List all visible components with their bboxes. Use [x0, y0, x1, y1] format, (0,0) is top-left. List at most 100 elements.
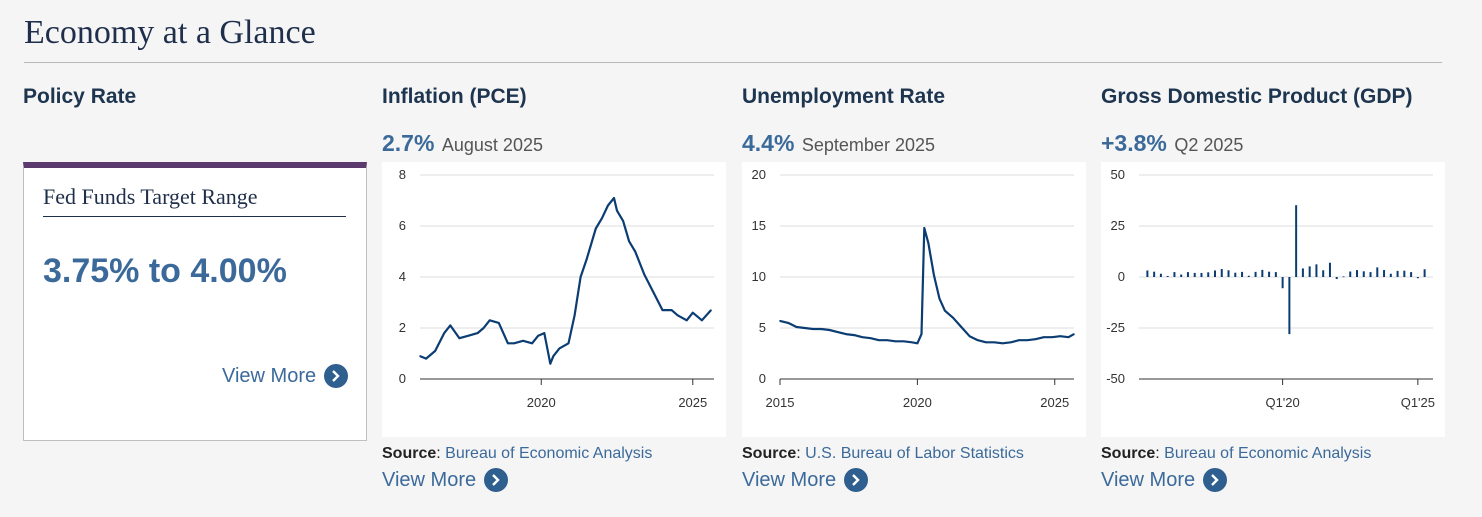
unemployment-source-link[interactable]: U.S. Bureau of Labor Statistics	[805, 445, 1024, 462]
inflation-data-point	[498, 322, 500, 324]
title-divider	[24, 62, 1442, 63]
gdp-view-more-link[interactable]: View More	[1101, 468, 1228, 492]
unemployment-data-point	[977, 339, 979, 342]
inflation-view-more-link[interactable]: View More	[382, 468, 509, 492]
gdp-bar	[1396, 270, 1399, 277]
unemployment-data-point	[944, 309, 946, 312]
unemployment-data-point	[902, 340, 905, 343]
inflation-stat: 2.7% August 2025	[382, 130, 543, 157]
inflation-data-point	[476, 332, 479, 334]
unemployment-data-point	[1042, 336, 1045, 338]
y-tick-label: 4	[399, 269, 406, 284]
unemployment-data-point	[861, 336, 864, 338]
gdp-bar	[1376, 267, 1379, 277]
y-tick-label: 8	[399, 167, 406, 182]
unemployment-series-line	[779, 226, 1075, 345]
gdp-bar	[1234, 272, 1237, 277]
unemployment-view-more-link[interactable]: View More	[742, 468, 869, 492]
gdp-bar	[1281, 277, 1284, 289]
inflation-data-point	[552, 355, 555, 357]
policy-rate-view-more-link[interactable]: View More	[222, 364, 349, 388]
gdp-bar	[1220, 269, 1223, 277]
gdp-bar	[1328, 262, 1331, 277]
y-tick-label: 20	[752, 167, 766, 182]
gdp-title: Gross Domestic Product (GDP)	[1101, 85, 1413, 108]
y-tick-label: 0	[759, 371, 766, 386]
chevron-right-icon	[1203, 468, 1228, 492]
inflation-section: Inflation (PCE) 2.7% August 2025 0 2 4 6 8 20…	[382, 85, 726, 492]
inflation-data-point	[558, 347, 561, 350]
gdp-source: Source: Bureau of Economic Analysis	[1101, 445, 1372, 462]
x-tick-label: 2025	[1040, 395, 1069, 410]
unemployment-data-point	[960, 326, 963, 328]
unemployment-data-point	[894, 340, 897, 343]
gdp-bar	[1410, 272, 1413, 277]
inflation-chart-svg: 0 2 4 6 8 2020 2025	[399, 167, 714, 410]
inflation-data-point	[607, 204, 609, 207]
chevron-right-icon	[324, 364, 349, 388]
gdp-bar	[1227, 270, 1230, 277]
gdp-bar	[1288, 277, 1291, 335]
unemployment-data-point	[923, 227, 926, 229]
inflation-source-link[interactable]: Bureau of Economic Analysis	[445, 445, 653, 462]
gdp-bar	[1186, 272, 1189, 277]
source-label: Source	[382, 445, 437, 462]
gdp-period: Q2 2025	[1174, 135, 1244, 155]
gdp-chart[interactable]: -50 -25 0 25 50 Q1'20 Q1'25	[1101, 162, 1445, 437]
inflation-period: August 2025	[441, 135, 543, 155]
inflation-data-point	[567, 342, 570, 345]
view-more-label: View More	[382, 468, 477, 491]
inflation-title: Inflation (PCE)	[382, 85, 527, 108]
y-tick-label: 0	[399, 371, 406, 386]
gdp-bar	[1335, 277, 1338, 280]
inflation-data-point	[643, 273, 646, 276]
y-tick-label: 6	[399, 218, 406, 233]
gdp-bar	[1159, 273, 1162, 277]
inflation-series-line	[419, 196, 712, 365]
inflation-data-point	[543, 332, 546, 334]
policy-card-title: Fed Funds Target Range	[43, 184, 346, 217]
unemployment-data-point	[993, 341, 996, 344]
unemployment-data-point	[1051, 336, 1053, 338]
x-tick-label: 2015	[766, 395, 795, 410]
page-title: Economy at a Glance	[24, 14, 316, 51]
inflation-data-point	[537, 334, 540, 337]
gdp-source-link[interactable]: Bureau of Economic Analysis	[1164, 445, 1372, 462]
inflation-data-point	[594, 227, 597, 230]
inflation-data-point	[670, 309, 673, 311]
gdp-bar	[1261, 269, 1264, 277]
x-tick-label: Q1'25	[1401, 395, 1435, 410]
unemployment-data-point	[927, 242, 930, 245]
inflation-data-point	[467, 334, 470, 337]
gdp-bar	[1254, 271, 1257, 277]
unemployment-data-point	[920, 333, 923, 335]
gdp-bar	[1369, 272, 1372, 277]
y-tick-label: 25	[1111, 218, 1125, 233]
inflation-data-point	[488, 319, 491, 322]
inflation-data-point	[425, 357, 427, 360]
unemployment-data-point	[853, 334, 855, 336]
unemployment-data-point	[938, 297, 941, 300]
inflation-chart[interactable]: 0 2 4 6 8 2020 2025	[382, 162, 726, 437]
gdp-bar	[1173, 272, 1176, 277]
y-tick-label: 5	[759, 320, 766, 335]
gdp-bar	[1423, 269, 1426, 277]
view-more-label: View More	[742, 468, 837, 491]
unemployment-data-point	[836, 331, 839, 333]
y-tick-label: 10	[752, 269, 766, 284]
inflation-data-point	[531, 342, 533, 345]
inflation-data-point	[622, 220, 624, 222]
unemployment-data-point	[1018, 339, 1020, 342]
gdp-bar	[1301, 268, 1304, 277]
unemployment-chart[interactable]: 0 5 10 15 20 2015 2020 2025	[742, 162, 1086, 437]
unemployment-data-point	[911, 341, 913, 344]
unemployment-data-point	[1067, 336, 1070, 338]
inflation-data-point	[513, 342, 515, 345]
source-label: Source	[1101, 445, 1156, 462]
gdp-bar	[1153, 271, 1156, 277]
y-tick-label: -50	[1106, 371, 1125, 386]
x-tick-label: 2025	[678, 395, 707, 410]
unemployment-data-point	[787, 322, 790, 324]
gdp-bar	[1356, 270, 1358, 277]
inflation-data-point	[419, 355, 421, 357]
